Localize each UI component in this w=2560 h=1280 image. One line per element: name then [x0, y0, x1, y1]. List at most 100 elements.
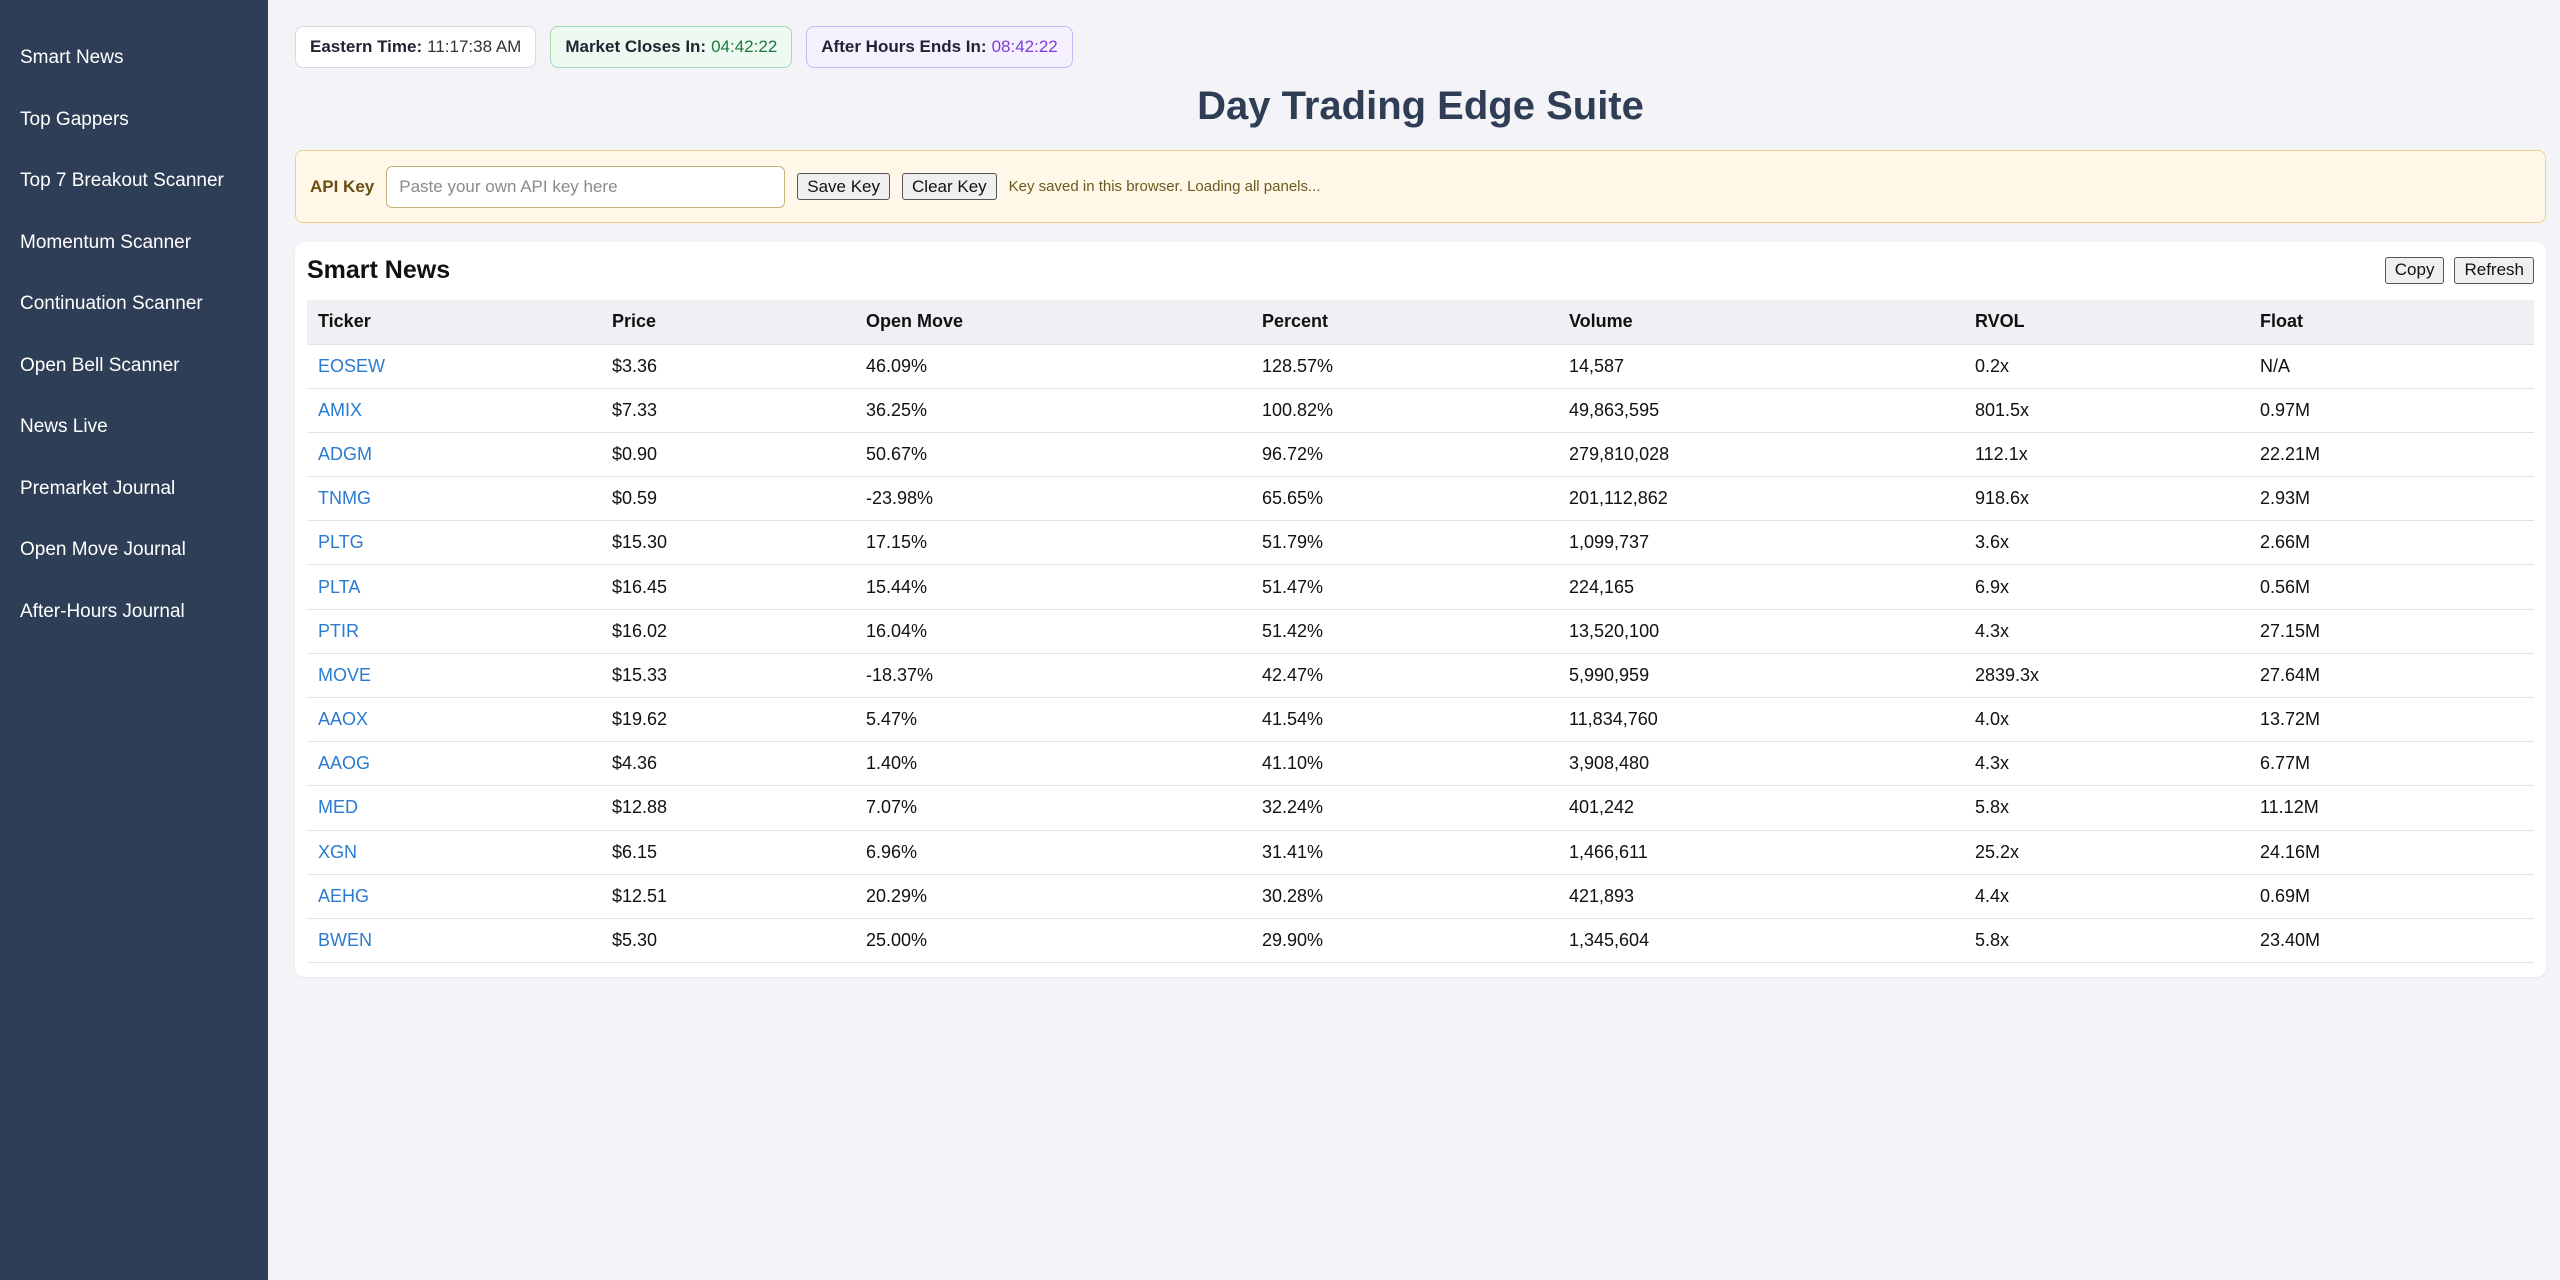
sidebar-item-momentum-scanner[interactable]: Momentum Scanner	[20, 231, 192, 253]
cell-rvol: 6.9x	[1964, 564, 2249, 610]
cell-float: 24.16M	[2249, 830, 2534, 875]
cell-ticker: BWEN	[307, 918, 601, 964]
ticker-link[interactable]: AAOG	[318, 753, 371, 774]
cell-percent: 41.10%	[1251, 741, 1558, 787]
cell-float: 0.97M	[2249, 388, 2534, 433]
cell-float: 22.21M	[2249, 432, 2534, 478]
column-header-price: Price	[601, 300, 855, 345]
cell-open-move: 25.00%	[855, 918, 1251, 964]
cell-ticker: PLTG	[307, 520, 601, 566]
ticker-link[interactable]: EOSEW	[318, 355, 386, 376]
table-row: PLTG $15.30 17.15% 51.79% 1,099,737 3.6x 2.66M	[307, 520, 2534, 566]
cell-percent: 32.24%	[1251, 785, 1558, 831]
cell-volume: 1,345,604	[1558, 918, 1964, 964]
market-close-label: Market Closes In:	[565, 37, 707, 56]
api-key-bar: API Key Save Key Clear Key Key saved in …	[295, 150, 2546, 223]
cell-percent: 51.42%	[1251, 609, 1558, 654]
ticker-link[interactable]: AAOX	[318, 709, 369, 730]
ticker-link[interactable]: MED	[318, 797, 358, 818]
cell-price: $12.88	[601, 785, 855, 831]
api-status-text: Key saved in this browser. Loading all p…	[1008, 178, 1321, 195]
ticker-link[interactable]: BWEN	[318, 930, 372, 951]
cell-volume: 421,893	[1558, 874, 1964, 919]
panel-title: Smart News	[307, 255, 451, 284]
cell-rvol: 4.3x	[1964, 741, 2249, 787]
cell-ticker: AMIX	[307, 388, 601, 433]
cell-rvol: 112.1x	[1964, 432, 2249, 478]
cell-float: 2.93M	[2249, 476, 2534, 522]
cell-percent: 29.90%	[1251, 918, 1558, 964]
cell-rvol: 2839.3x	[1964, 653, 2249, 699]
cell-percent: 128.57%	[1251, 344, 1558, 389]
cell-percent: 100.82%	[1251, 388, 1558, 433]
sidebar: Smart News Top Gappers Top 7 Breakout Scan…	[0, 0, 268, 1280]
cell-volume: 1,466,611	[1558, 830, 1964, 875]
cell-volume: 49,863,595	[1558, 388, 1964, 433]
copy-button[interactable]: Copy	[2384, 256, 2445, 284]
market-close-pill: Market Closes In: 04:42:22	[550, 26, 793, 68]
cell-open-move: 5.47%	[855, 697, 1251, 743]
save-key-button[interactable]: Save Key	[797, 173, 891, 200]
eastern-time-value: 11:17:38 AM	[427, 37, 522, 56]
table-row: PLTA $16.45 15.44% 51.47% 224,165 6.9x 0.56M	[307, 564, 2534, 610]
cell-float: 11.12M	[2249, 785, 2534, 831]
sidebar-item-open-bell-scanner[interactable]: Open Bell Scanner	[20, 354, 180, 376]
after-hours-label: After Hours Ends In:	[821, 37, 987, 56]
ticker-link[interactable]: PLTA	[318, 576, 361, 597]
cell-open-move: 50.67%	[855, 432, 1251, 478]
sidebar-item-continuation-scanner[interactable]: Continuation Scanner	[20, 293, 203, 314]
cell-ticker: TNMG	[307, 476, 601, 522]
ticker-link[interactable]: TNMG	[318, 488, 371, 509]
cell-volume: 14,587	[1558, 344, 1964, 389]
cell-ticker: EOSEW	[307, 344, 601, 389]
cell-float: N/A	[2249, 344, 2534, 389]
api-key-input[interactable]	[386, 165, 786, 208]
table-row: PTIR $16.02 16.04% 51.42% 13,520,100 4.3x 27.1…	[307, 609, 2534, 654]
cell-open-move: 15.44%	[855, 564, 1251, 610]
sidebar-item-top-gappers[interactable]: Top Gappers	[20, 108, 129, 130]
cell-rvol: 5.8x	[1964, 785, 2249, 831]
ticker-link[interactable]: AEHG	[318, 885, 370, 906]
cell-volume: 13,520,100	[1558, 609, 1964, 654]
ticker-link[interactable]: MOVE	[318, 664, 372, 685]
cell-volume: 1,099,737	[1558, 520, 1964, 566]
cell-ticker: MOVE	[307, 653, 601, 699]
table-row: AAOX $19.62 5.47% 41.54% 11,834,760 4.0x 13.72…	[307, 697, 2534, 743]
cell-rvol: 0.2x	[1964, 344, 2249, 389]
cell-rvol: 801.5x	[1964, 388, 2249, 433]
ticker-link[interactable]: PTIR	[318, 620, 360, 641]
sidebar-item-news-live[interactable]: News Live	[20, 416, 108, 437]
cell-ticker: PLTA	[307, 564, 601, 610]
cell-float: 2.66M	[2249, 520, 2534, 566]
table-row: AEHG $12.51 20.29% 30.28% 421,893 4.4x 0.69M	[307, 874, 2534, 919]
cell-price: $16.02	[601, 609, 855, 654]
refresh-button[interactable]: Refresh	[2454, 256, 2534, 284]
clear-key-button[interactable]: Clear Key	[902, 173, 997, 200]
api-key-label: API Key	[310, 176, 375, 196]
cell-price: $0.59	[601, 476, 855, 522]
table-row: BWEN $5.30 25.00% 29.90% 1,345,604 5.8x 23.40M	[307, 918, 2534, 964]
cell-open-move: 20.29%	[855, 874, 1251, 919]
sidebar-item-smart-news[interactable]: Smart News	[20, 47, 124, 68]
sidebar-item-premarket-journal[interactable]: Premarket Journal	[20, 477, 176, 499]
cell-ticker: AAOG	[307, 741, 601, 787]
cell-price: $19.62	[601, 697, 855, 743]
ticker-link[interactable]: PLTG	[318, 532, 364, 553]
cell-open-move: -18.37%	[855, 653, 1251, 699]
ticker-link[interactable]: XGN	[318, 841, 358, 862]
sidebar-item-top-7-breakout-scanner[interactable]: Top 7 Breakout Scanner	[20, 170, 224, 191]
cell-price: $6.15	[601, 830, 855, 875]
table-row: MOVE $15.33 -18.37% 42.47% 5,990,959 2839.3x 2…	[307, 653, 2534, 699]
ticker-link[interactable]: ADGM	[318, 443, 372, 464]
sidebar-item-open-move-journal[interactable]: Open Move Journal	[20, 539, 186, 560]
column-header-rvol: RVOL	[1964, 300, 2249, 345]
cell-percent: 51.47%	[1251, 564, 1558, 610]
after-hours-pill: After Hours Ends In: 08:42:22	[806, 26, 1073, 68]
cell-price: $3.36	[601, 344, 855, 389]
cell-float: 6.77M	[2249, 741, 2534, 787]
sidebar-item-after-hours-journal[interactable]: After-Hours Journal	[20, 600, 185, 622]
cell-volume: 11,834,760	[1558, 697, 1964, 743]
cell-float: 27.64M	[2249, 653, 2534, 699]
ticker-link[interactable]: AMIX	[318, 399, 363, 420]
